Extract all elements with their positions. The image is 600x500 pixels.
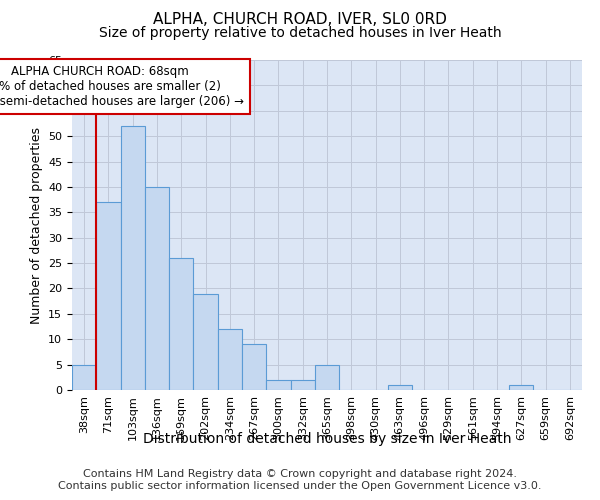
Bar — [509, 385, 533, 390]
Bar — [96, 202, 121, 390]
Bar — [218, 329, 242, 390]
Bar — [242, 344, 266, 390]
Bar — [315, 364, 339, 390]
Bar — [169, 258, 193, 390]
Text: Contains HM Land Registry data © Crown copyright and database right 2024.
Contai: Contains HM Land Registry data © Crown c… — [58, 470, 542, 491]
Text: ALPHA, CHURCH ROAD, IVER, SL0 0RD: ALPHA, CHURCH ROAD, IVER, SL0 0RD — [153, 12, 447, 28]
Bar — [388, 385, 412, 390]
Text: Size of property relative to detached houses in Iver Heath: Size of property relative to detached ho… — [98, 26, 502, 40]
Text: ALPHA CHURCH ROAD: 68sqm
← 1% of detached houses are smaller (2)
98% of semi-det: ALPHA CHURCH ROAD: 68sqm ← 1% of detache… — [0, 65, 244, 108]
Bar — [290, 380, 315, 390]
Bar — [121, 126, 145, 390]
Bar — [72, 364, 96, 390]
Y-axis label: Number of detached properties: Number of detached properties — [29, 126, 43, 324]
Bar — [266, 380, 290, 390]
Text: Distribution of detached houses by size in Iver Heath: Distribution of detached houses by size … — [143, 432, 511, 446]
Bar — [193, 294, 218, 390]
Bar — [145, 187, 169, 390]
